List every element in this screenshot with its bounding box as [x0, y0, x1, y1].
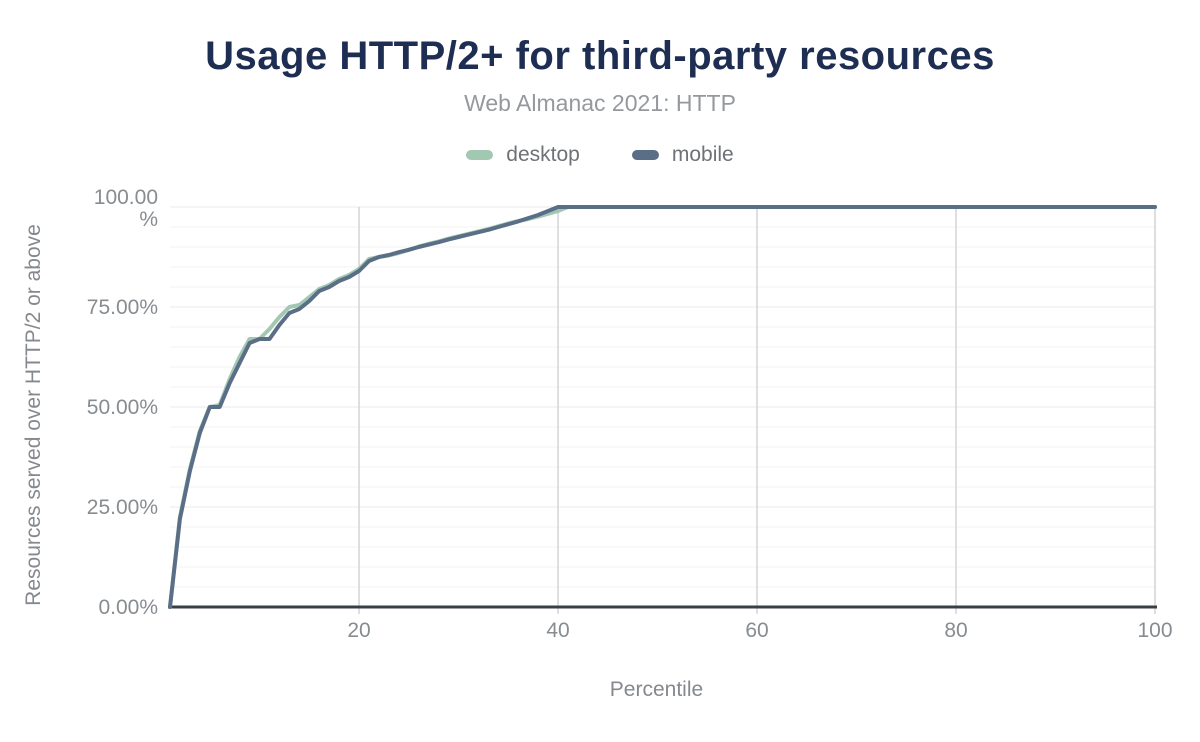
y-axis-title: Resources served over HTTP/2 or above — [22, 224, 45, 606]
chart-title: Usage HTTP/2+ for third-party resources — [205, 34, 995, 78]
desktop-swatch-icon — [466, 150, 494, 160]
legend-label-mobile: mobile — [671, 143, 734, 166]
legend-label-desktop: desktop — [506, 143, 580, 166]
x-tick-label: 80 — [944, 619, 967, 642]
mobile-line — [168, 205, 1157, 609]
y-tick-label: 75.00% — [87, 296, 158, 319]
legend-item-desktop[interactable]: desktop — [466, 143, 580, 167]
y-tick-label: % — [139, 208, 158, 231]
x-tick-label: 100 — [1137, 619, 1172, 642]
y-tick-label: 50.00% — [87, 396, 158, 419]
mobile-swatch-icon — [631, 150, 659, 160]
x-tick-label: 20 — [347, 619, 370, 642]
chart-legend: desktop mobile — [0, 143, 1200, 167]
y-tick-label: 0.00% — [98, 596, 158, 619]
x-tick-label: 40 — [546, 619, 569, 642]
y-tick-label: 25.00% — [87, 496, 158, 519]
chart-subtitle: Web Almanac 2021: HTTP — [464, 90, 736, 116]
legend-item-mobile[interactable]: mobile — [631, 143, 734, 167]
x-axis-title: Percentile — [610, 678, 703, 701]
y-tick-label: 100.00 — [94, 186, 158, 209]
x-tick-label: 60 — [745, 619, 768, 642]
